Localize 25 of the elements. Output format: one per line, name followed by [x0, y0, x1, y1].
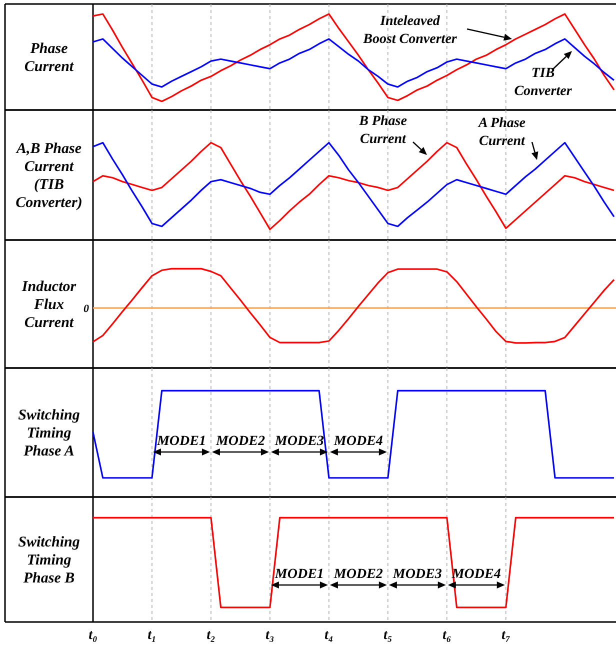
ref-line-label: 0 — [84, 303, 90, 315]
annotation: A Phase Current — [477, 116, 526, 149]
annotation: MODE4 — [332, 434, 383, 449]
annotation: MODE3 — [392, 567, 442, 582]
x-tick-label: t₂ — [206, 628, 216, 643]
x-tick-label: t₃ — [266, 628, 274, 643]
x-tick-label: t₇ — [501, 628, 510, 643]
x-tick-label: t₆ — [442, 628, 452, 643]
x-tick-label: t₄ — [324, 628, 334, 643]
x-tick-label: t₁ — [148, 628, 156, 643]
annotation: MODE3 — [274, 434, 324, 449]
y-axis-title: Inductor Flux Current — [20, 279, 76, 331]
annotation: MODE1 — [156, 434, 206, 449]
annotation: B Phase Current — [358, 114, 408, 147]
annotation: MODE2 — [332, 567, 383, 582]
annotation: MODE1 — [274, 567, 324, 582]
y-axis-title: Phase Current — [24, 41, 74, 75]
annotation: TIB Converter — [514, 66, 572, 99]
y-axis-title: A,B Phase Current (TIB Converter) — [15, 141, 82, 211]
annotation: Inteleaved Boost Converter — [362, 14, 458, 47]
x-tick-label: t₅ — [384, 628, 392, 643]
y-axis-title: Switching Timing Phase B — [18, 534, 80, 586]
x-tick-label: t₀ — [88, 628, 98, 643]
y-axis-title: Switching Timing Phase A — [18, 408, 80, 460]
annotation: MODE2 — [214, 434, 265, 449]
